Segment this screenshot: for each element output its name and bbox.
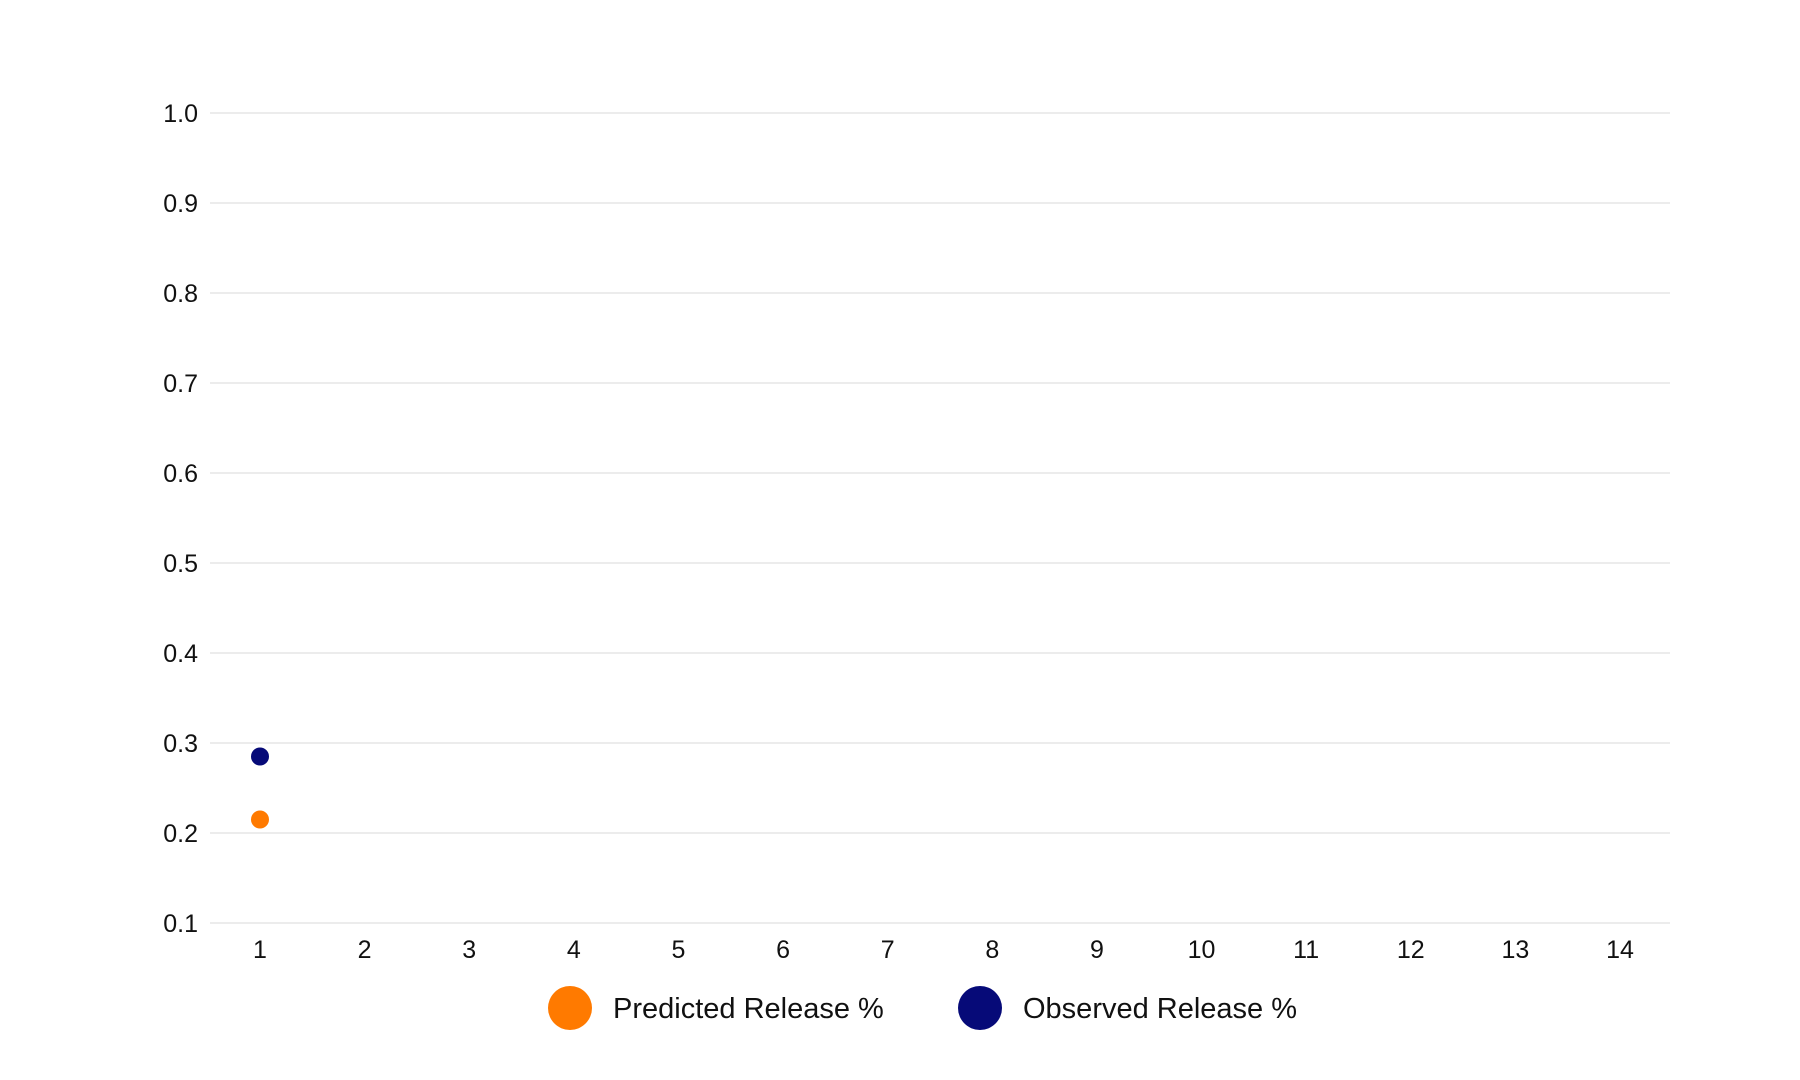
x-tick-label: 9 [1090,936,1104,964]
data-points [251,747,269,829]
y-tick-label: 0.4 [163,640,198,668]
predicted-release-point[interactable] [251,810,269,829]
x-axis-ticks: 1 2 3 4 5 6 7 8 9 10 11 12 13 14 [253,936,1634,964]
y-axis-ticks: 1.0 0.9 0.8 0.7 0.6 0.5 0.4 0.3 0.2 0.1 [163,100,198,938]
y-tick-label: 0.9 [163,190,198,218]
legend-label-predicted: Predicted Release % [613,993,884,1025]
x-tick-label: 1 [253,936,267,964]
x-tick-label: 12 [1397,936,1425,964]
y-tick-label: 0.5 [163,550,198,578]
y-tick-label: 0.1 [163,910,198,938]
x-tick-label: 14 [1606,936,1634,964]
x-tick-label: 5 [672,936,686,964]
legend-item-predicted[interactable]: Predicted Release % [548,986,884,1030]
x-tick-label: 3 [462,936,476,964]
x-tick-label: 8 [985,936,999,964]
legend-swatch-predicted [548,986,592,1030]
x-tick-label: 4 [567,936,581,964]
x-tick-label: 11 [1293,936,1319,964]
y-tick-label: 0.3 [163,730,198,758]
y-tick-label: 0.8 [163,280,198,308]
legend-label-observed: Observed Release % [1023,993,1297,1025]
x-tick-label: 10 [1188,936,1216,964]
x-tick-label: 13 [1501,936,1529,964]
y-tick-label: 0.2 [163,820,198,848]
x-tick-label: 6 [776,936,790,964]
legend-swatch-observed [958,986,1002,1030]
y-tick-label: 0.7 [163,370,198,398]
x-tick-label: 7 [881,936,895,964]
y-tick-label: 0.6 [163,460,198,488]
legend: Predicted Release % Observed Release % [548,986,1297,1030]
observed-release-point[interactable] [251,747,269,766]
y-tick-label: 1.0 [163,100,198,128]
grid-lines [210,112,1670,924]
legend-item-observed[interactable]: Observed Release % [958,986,1297,1030]
x-tick-label: 2 [358,936,372,964]
